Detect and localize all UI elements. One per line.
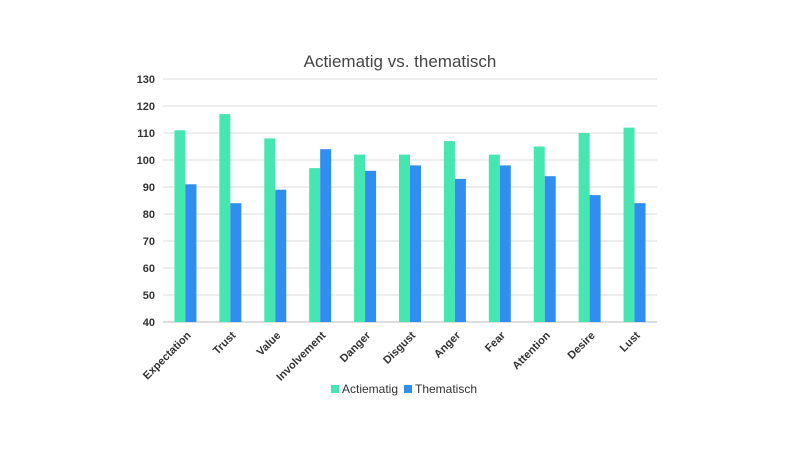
- y-tick-label: 60: [143, 263, 155, 275]
- bar-actiematig: [443, 141, 455, 322]
- x-tick-label: Trust: [211, 329, 239, 357]
- bar-actiematig: [623, 127, 635, 322]
- bar-actiematig: [354, 154, 366, 322]
- bar-actiematig: [533, 146, 545, 322]
- bar-thematisch: [320, 149, 332, 322]
- y-axis: 40 50 60 70 80 90 100 110 120 130: [137, 74, 155, 329]
- x-tick-label: Disgust: [381, 329, 418, 366]
- y-tick-label: 50: [143, 290, 155, 302]
- legend: Actiematig Thematisch: [331, 382, 477, 396]
- bar-thematisch: [634, 203, 646, 322]
- x-tick-label: Lust: [618, 329, 643, 354]
- y-tick-label: 110: [137, 128, 155, 140]
- x-tick-label: Expectation: [141, 329, 194, 382]
- legend-swatch: [331, 385, 339, 393]
- bar-thematisch: [544, 176, 556, 322]
- chart-title: Actiematig vs. thematisch: [304, 52, 497, 71]
- bar-thematisch: [499, 165, 511, 322]
- y-tick-label: 80: [143, 209, 155, 221]
- legend-swatch: [404, 385, 412, 393]
- y-tick-label: 70: [143, 236, 155, 248]
- bar-actiematig: [399, 154, 410, 322]
- y-tick-label: 120: [137, 101, 155, 113]
- bar-actiematig: [578, 133, 590, 322]
- x-tick-label: Anger: [432, 329, 463, 360]
- bar-thematisch: [365, 170, 377, 322]
- bar-thematisch: [410, 165, 421, 322]
- bar-actiematig: [309, 168, 321, 322]
- bar-thematisch: [185, 184, 197, 322]
- x-tick-label: Value: [255, 330, 284, 359]
- bar-actiematig: [174, 130, 186, 322]
- y-tick-label: 40: [143, 317, 155, 329]
- bar-thematisch: [589, 195, 601, 322]
- x-tick-label: Desire: [565, 330, 597, 362]
- bar-actiematig: [264, 138, 276, 322]
- bar-actiematig: [488, 154, 500, 322]
- legend-label: Actiematig: [342, 382, 398, 396]
- bar-actiematig: [219, 114, 231, 322]
- y-tick-label: 130: [137, 74, 155, 86]
- bar-thematisch: [230, 203, 242, 322]
- bar-thematisch: [454, 178, 466, 322]
- bars: [174, 114, 646, 322]
- bar-thematisch: [275, 189, 287, 322]
- x-tick-label: Danger: [338, 329, 374, 365]
- x-tick-label: Attention: [510, 329, 553, 372]
- y-tick-label: 90: [143, 182, 155, 194]
- legend-label: Thematisch: [415, 382, 477, 396]
- y-tick-label: 100: [137, 155, 155, 167]
- x-tick-label: Fear: [483, 329, 508, 354]
